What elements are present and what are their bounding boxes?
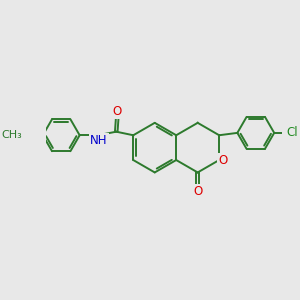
Text: NH: NH (90, 134, 108, 147)
Text: CH₃: CH₃ (2, 130, 22, 140)
Text: Cl: Cl (286, 126, 298, 140)
Text: O: O (193, 185, 202, 198)
Text: O: O (218, 154, 227, 166)
Text: O: O (113, 105, 122, 119)
